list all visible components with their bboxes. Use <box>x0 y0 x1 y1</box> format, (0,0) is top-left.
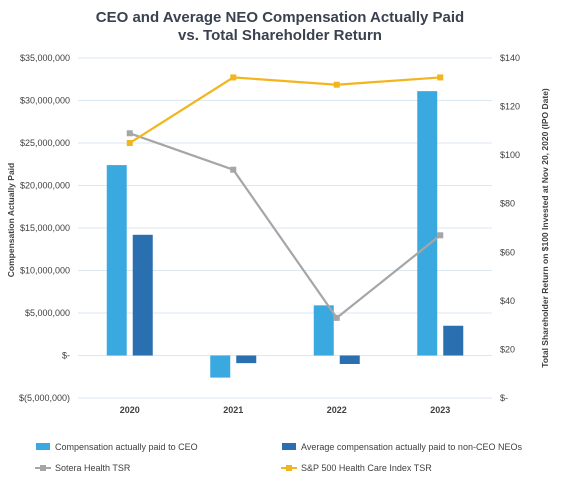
legend-swatch-marker <box>286 465 292 471</box>
y-tick-label: $25,000,000 <box>20 138 70 148</box>
y2-tick-label: $- <box>500 393 508 403</box>
chart-subtitle: vs. Total Shareholder Return <box>178 27 382 44</box>
y-tick-label: $30,000,000 <box>20 96 70 106</box>
bars <box>106 91 464 378</box>
x-tick-label: 2023 <box>430 405 450 415</box>
line-point <box>126 140 133 146</box>
legend-swatch <box>36 443 50 450</box>
legend-label: S&P 500 Health Care Index TSR <box>301 463 432 473</box>
y-tick-label: $35,000,000 <box>20 53 70 63</box>
bar <box>236 355 257 364</box>
line-point <box>437 74 444 81</box>
y2-tick-label: $40 <box>500 296 515 306</box>
lines <box>126 74 444 321</box>
bar <box>443 325 464 356</box>
y2-tick-label: $60 <box>500 247 515 257</box>
bar <box>313 305 334 356</box>
series-line <box>129 132 441 320</box>
y-axis-label: Compensation Actually Paid <box>6 163 16 277</box>
y2-tick-label: $20 <box>500 344 515 354</box>
bar <box>106 165 127 356</box>
y-tick-label: $20,000,000 <box>20 181 70 191</box>
x-tick-label: 2021 <box>223 405 243 415</box>
legend-label: Compensation actually paid to CEO <box>55 442 198 452</box>
y-tick-label: $10,000,000 <box>20 266 70 276</box>
legend-label: Average compensation actually paid to no… <box>301 442 522 452</box>
line-point <box>230 74 237 81</box>
y2-tick-label: $80 <box>500 199 515 209</box>
legend: Compensation actually paid to CEO Average… <box>35 442 522 473</box>
y-tick-label: $- <box>62 351 70 361</box>
y-tick-label: $5,000,000 <box>25 308 70 318</box>
legend-label: Sotera Health TSR <box>55 463 131 473</box>
line-point <box>437 232 444 239</box>
line-point <box>333 81 340 88</box>
bar <box>210 355 231 378</box>
x-tick-label: 2020 <box>120 405 140 415</box>
line-point <box>230 166 237 173</box>
y2-tick-label: $100 <box>500 150 520 160</box>
ticks: $35,000,000 $30,000,000 $25,000,000 $20,000… <box>19 53 520 415</box>
line-point <box>333 314 340 321</box>
x-tick-label: 2022 <box>327 405 347 415</box>
bar <box>339 355 360 364</box>
y2-tick-label: $120 <box>500 102 520 112</box>
y-tick-label: $15,000,000 <box>20 223 70 233</box>
y2-tick-label: $140 <box>500 53 520 63</box>
legend-swatch-marker <box>40 465 46 471</box>
bar <box>132 234 153 356</box>
y-tick-label: $(5,000,000) <box>19 393 70 403</box>
series-line <box>129 76 441 144</box>
y2-axis-label: Total Shareholder Return on $100 Investe… <box>540 88 550 368</box>
legend-swatch <box>282 443 296 450</box>
bar <box>417 91 438 356</box>
line-point <box>126 130 133 137</box>
chart-title: CEO and Average NEO Compensation Actuall… <box>96 9 464 26</box>
